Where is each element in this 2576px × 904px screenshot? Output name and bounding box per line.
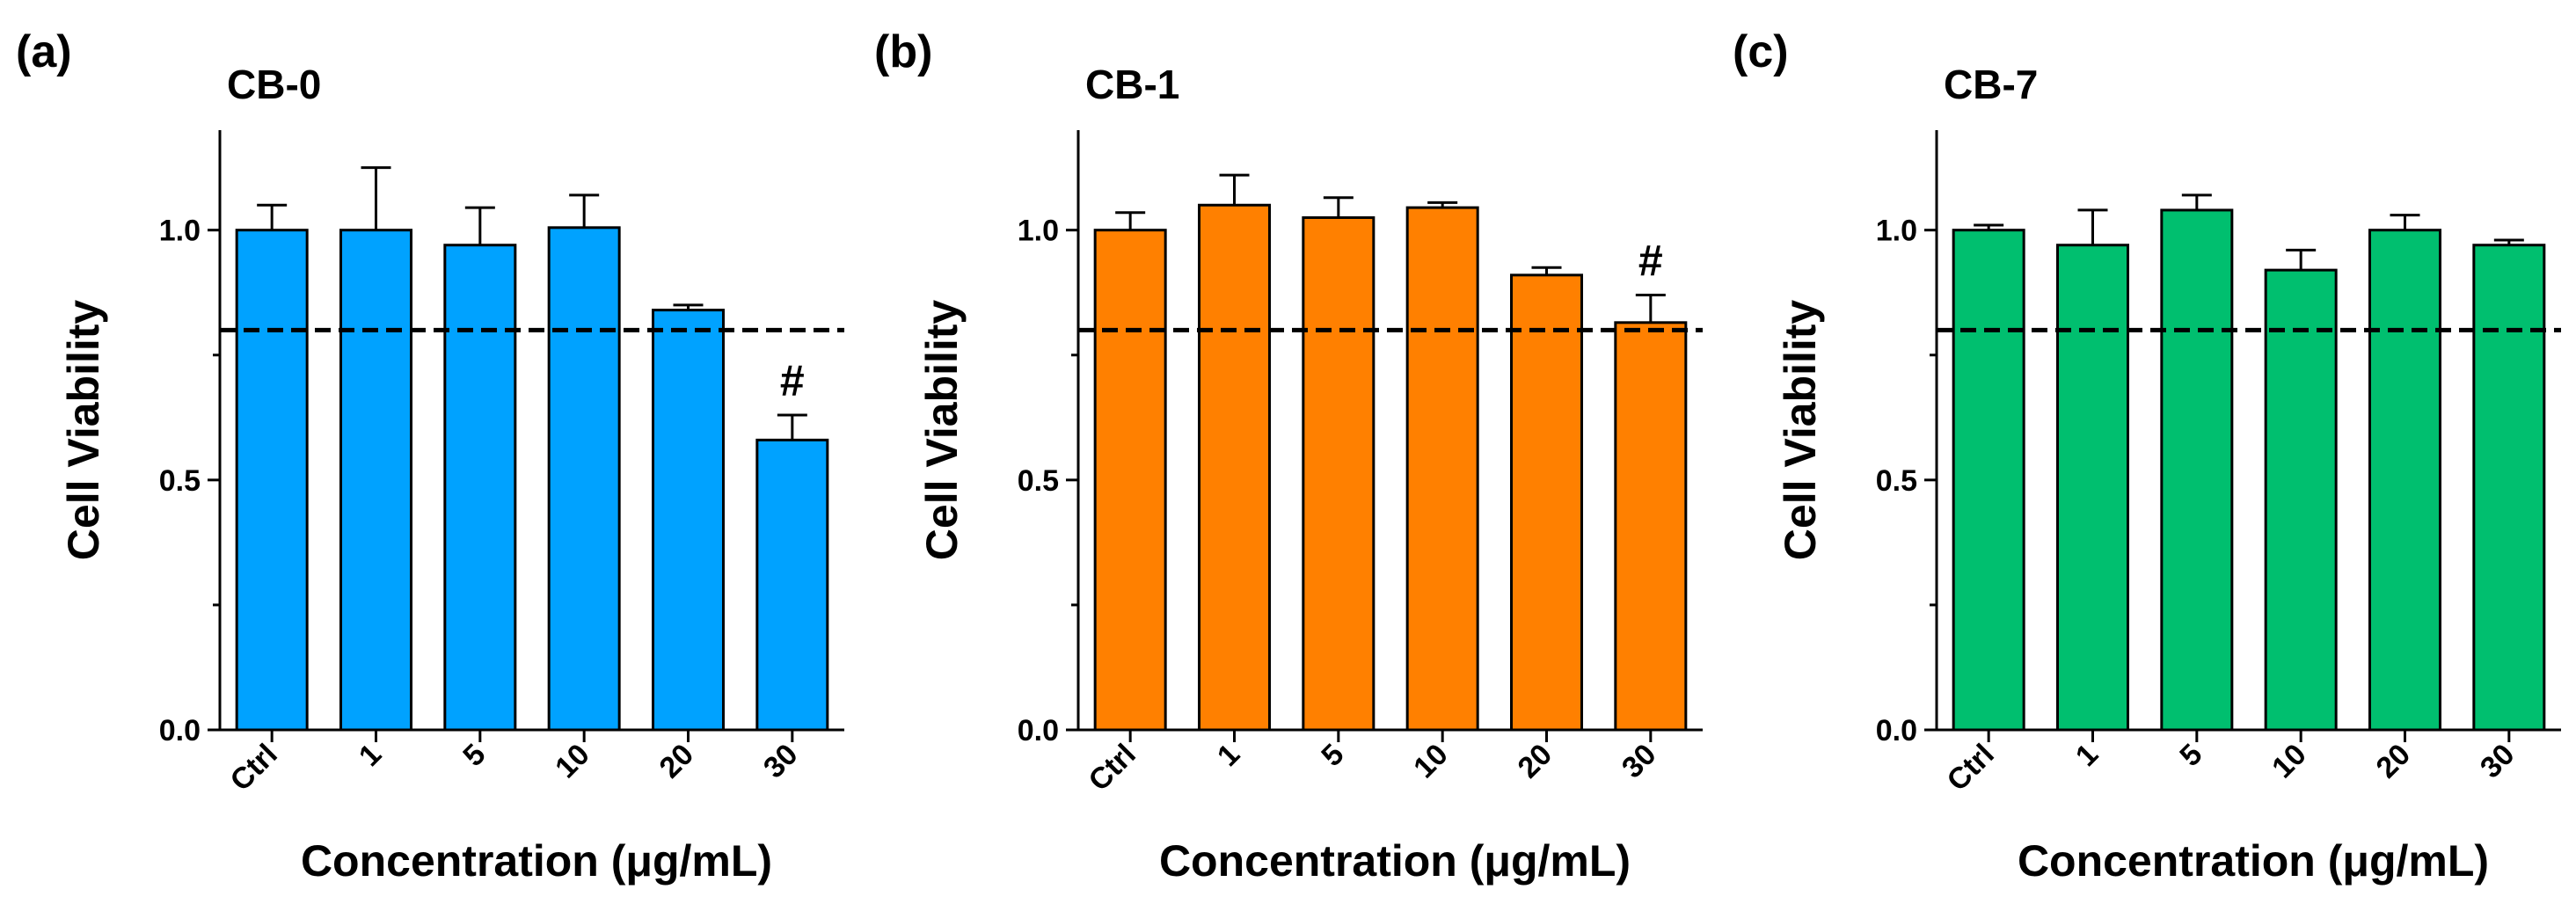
x-axis-title: Concentration (μg/mL): [2018, 836, 2489, 886]
bar-1: [1198, 203, 1271, 732]
bar-20: [652, 309, 725, 732]
bar-10: [547, 226, 621, 732]
bar-30: [2472, 244, 2546, 732]
y-axis-title: Cell Viability: [1776, 300, 1825, 561]
y-tick-label: 0.5: [1876, 464, 1917, 498]
x-tick-label-5: 5: [456, 738, 492, 773]
bar-5: [2160, 208, 2234, 732]
bar-20: [2368, 229, 2441, 732]
bar-30: [1614, 321, 1688, 732]
chart-svg-cb-1: (b) CB-1 #0.0 0.5 1.0 Ctrl 1 5 10 20 30 Cell Viabil…: [874, 26, 1703, 886]
chart-panel-c: (c) CB-7 0.0 0.5 1.0 Ctrl 1 5 10 20 30 Cell Viabili…: [1717, 0, 2575, 904]
chart-svg-cb-7: (c) CB-7 0.0 0.5 1.0 Ctrl 1 5 10 20 30 Cell Viabili…: [1733, 26, 2561, 886]
bar-10: [1405, 206, 1479, 732]
bar-30: [755, 438, 829, 732]
bar-ctrl: [235, 229, 309, 732]
x-tick-label-10: 10: [1407, 738, 1455, 785]
bar-10: [2264, 268, 2338, 732]
chart-panel-a: (a) CB-0 #0.0 0.5 1.0 Ctrl 1 5 10 20 30 Cell Viabil…: [0, 0, 858, 904]
x-tick-label-30: 30: [1616, 738, 1663, 785]
x-tick-label-20: 20: [1512, 738, 1559, 785]
x-tick-label-1: 1: [1211, 738, 1246, 773]
y-axis-title: Cell Viability: [917, 300, 967, 561]
x-tick-label-ctrl: Ctrl: [224, 738, 284, 798]
chart-svg-cb-0: (a) CB-0 #0.0 0.5 1.0 Ctrl 1 5 10 20 30 Cell Viabil…: [16, 26, 844, 886]
y-tick-label: 0.0: [159, 714, 201, 747]
panel-label: (c): [1733, 26, 1789, 77]
x-tick-label-10: 10: [2266, 738, 2313, 785]
x-tick-label-30: 30: [2474, 738, 2521, 785]
y-tick-label: 1.0: [159, 215, 201, 248]
x-axis-title: Concentration (μg/mL): [1159, 836, 1631, 886]
significance-annotation: #: [780, 356, 805, 405]
y-tick-label: 1.0: [1876, 215, 1917, 248]
y-tick-label: 1.0: [1018, 215, 1059, 248]
x-tick-label-1: 1: [2069, 738, 2105, 773]
x-tick-label-5: 5: [1315, 738, 1350, 773]
chart-title: CB-0: [227, 62, 321, 107]
y-axis-title: Cell Viability: [59, 300, 108, 561]
x-tick-label-20: 20: [2370, 738, 2418, 785]
bar-5: [443, 244, 517, 732]
bar-20: [1510, 273, 1583, 732]
x-tick-label-20: 20: [653, 738, 701, 785]
panel-label: (a): [16, 26, 72, 77]
x-tick-label-ctrl: Ctrl: [1941, 738, 2001, 798]
x-tick-label-5: 5: [2173, 738, 2208, 773]
x-tick-label-ctrl: Ctrl: [1083, 738, 1142, 798]
bar-1: [339, 229, 412, 732]
bar-ctrl: [1093, 229, 1167, 732]
y-tick-label: 0.5: [159, 464, 201, 498]
y-tick-label: 0.0: [1876, 714, 1917, 747]
x-axis-title: Concentration (μg/mL): [301, 836, 772, 886]
chart-title: CB-7: [1944, 62, 2038, 107]
y-tick-label: 0.5: [1018, 464, 1059, 498]
significance-annotation: #: [1638, 237, 1663, 286]
chart-title: CB-1: [1085, 62, 1179, 107]
bar-ctrl: [1952, 229, 2025, 732]
y-tick-label: 0.0: [1018, 714, 1059, 747]
bar-5: [1302, 215, 1376, 732]
bar-1: [2056, 244, 2129, 732]
x-tick-label-10: 10: [549, 738, 596, 785]
x-tick-label-1: 1: [353, 738, 388, 773]
x-tick-label-30: 30: [757, 738, 805, 785]
chart-panel-b: (b) CB-1 #0.0 0.5 1.0 Ctrl 1 5 10 20 30 Cell Viabil…: [858, 0, 1717, 904]
panel-label: (b): [874, 26, 932, 77]
